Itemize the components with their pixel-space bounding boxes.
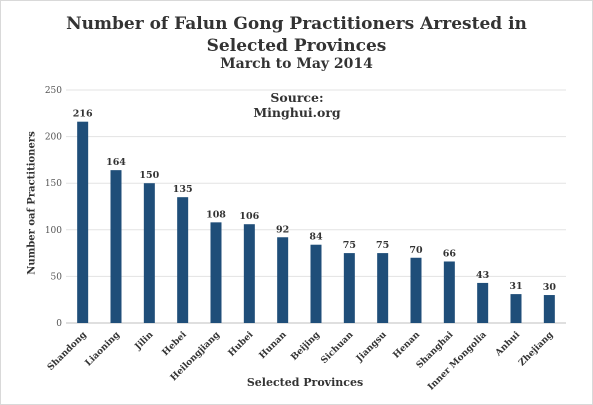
x-tick-label: Inner Mongolia: [426, 330, 489, 393]
x-tick-label: Sichuan: [319, 330, 355, 366]
x-tick-label: Jilin: [133, 330, 156, 353]
y-tick-label: 150: [45, 179, 62, 189]
bar: [177, 197, 189, 323]
chart-title-line2: Selected Provinces: [206, 36, 387, 56]
data-label: 31: [509, 281, 522, 292]
bar: [310, 244, 322, 323]
bar: [343, 253, 355, 323]
data-label: 106: [239, 211, 259, 222]
x-tick-label: Hebei: [161, 330, 189, 358]
x-tick-label: Hubei: [227, 330, 256, 359]
bar: [210, 222, 222, 323]
bar: [277, 237, 289, 323]
x-tick-label: Shandong: [46, 330, 89, 373]
y-tick-label: 0: [56, 319, 62, 329]
bar: [477, 282, 489, 323]
data-label: 84: [309, 232, 323, 243]
data-label: 135: [173, 184, 193, 195]
x-tick-label: Beijing: [289, 330, 322, 363]
x-tick-label: Liaoning: [84, 330, 123, 369]
x-tick-label: Jiangsu: [354, 330, 389, 365]
data-label: 108: [206, 209, 226, 220]
data-label: 75: [343, 240, 356, 251]
data-label: 92: [276, 224, 289, 235]
data-label: 75: [376, 240, 389, 251]
data-label: 164: [106, 157, 126, 168]
bar: [410, 257, 422, 323]
x-tick-label: Anhui: [493, 330, 522, 359]
bar: [110, 170, 122, 323]
x-tick-label: Henan: [392, 330, 423, 361]
bar: [543, 295, 555, 323]
data-label: 70: [409, 245, 423, 256]
bar: [443, 261, 455, 323]
chart-title: Number of Falun Gong Practitioners Arres…: [66, 14, 527, 34]
bar: [243, 224, 255, 323]
data-label: 150: [139, 170, 159, 181]
data-label: 216: [73, 109, 93, 120]
data-label: 66: [443, 248, 457, 259]
y-tick-label: 200: [45, 133, 62, 143]
y-tick-label: 250: [45, 86, 62, 96]
bar: [143, 183, 155, 323]
x-tick-label: Hunan: [258, 330, 289, 361]
y-tick-label: 50: [51, 272, 63, 282]
x-tick-label: Zhejiang: [517, 330, 556, 369]
data-label: 30: [543, 282, 557, 293]
data-label: 43: [476, 270, 489, 281]
source-annotation: Source: Minghui.org: [253, 90, 341, 120]
y-tick-label: 100: [45, 226, 62, 236]
bar: [77, 121, 89, 323]
bar: [377, 253, 389, 323]
x-axis-label: Selected Provinces: [246, 376, 364, 389]
chart-subtitle: March to May 2014: [220, 56, 373, 72]
bar: [510, 294, 522, 323]
